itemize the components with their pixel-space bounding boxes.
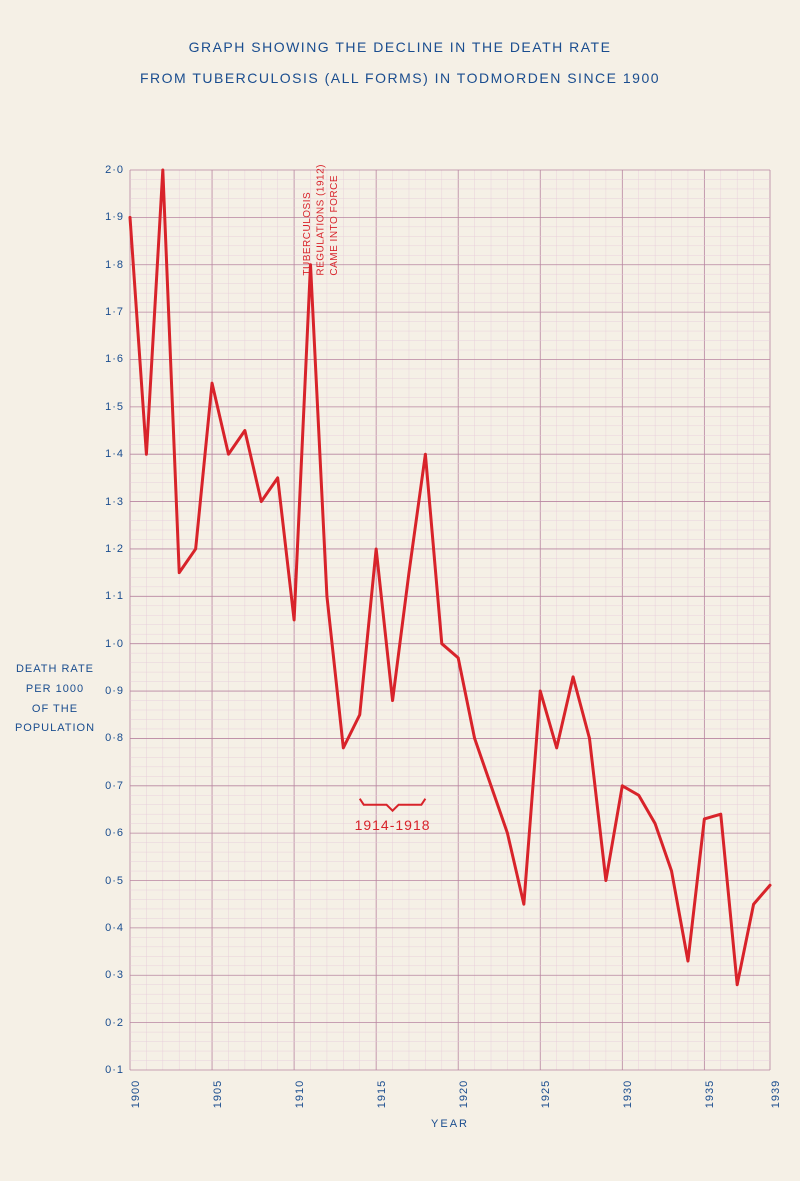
chart-title: GRAPH SHOWING THE DECLINE IN THE DEATH R…: [0, 0, 800, 94]
y-tick-label: 1·8: [105, 259, 130, 271]
plot-region: 2·01·91·81·71·61·51·41·31·21·11·00·90·80…: [130, 170, 770, 1070]
war-label: 1914-1918: [353, 817, 433, 833]
y-tick-label: 0·1: [105, 1064, 130, 1076]
y-tick-label: 0·8: [105, 732, 130, 744]
x-tick-label: 1915: [376, 1080, 388, 1108]
y-tick-label: 2·0: [105, 164, 130, 176]
y-tick-label: 1·7: [105, 306, 130, 318]
war-brace: [130, 170, 770, 1070]
y-tick-label: 0·9: [105, 685, 130, 697]
y-tick-label: 0·3: [105, 969, 130, 981]
y-tick-label: 1·4: [105, 448, 130, 460]
x-tick-label: 1925: [540, 1080, 552, 1108]
y-tick-label: 0·5: [105, 875, 130, 887]
y-tick-label: 0·4: [105, 922, 130, 934]
y-tick-label: 0·2: [105, 1017, 130, 1029]
y-tick-label: 1·9: [105, 211, 130, 223]
y-tick-label: 0·6: [105, 827, 130, 839]
x-tick-label: 1900: [130, 1080, 142, 1108]
y-axis-label: DEATH RATE PER 1000 OF THE POPULATION: [0, 660, 110, 739]
x-tick-label: 1930: [622, 1080, 634, 1108]
y-tick-label: 1·3: [105, 496, 130, 508]
title-line-1: GRAPH SHOWING THE DECLINE IN THE DEATH R…: [0, 32, 800, 63]
x-axis-label: YEAR: [431, 1118, 469, 1130]
title-line-2: FROM TUBERCULOSIS (ALL FORMS) IN TODMORD…: [0, 63, 800, 94]
y-tick-label: 1·5: [105, 401, 130, 413]
y-tick-label: 1·2: [105, 543, 130, 555]
x-tick-label: 1910: [294, 1080, 306, 1108]
y-tick-label: 1·1: [105, 590, 130, 602]
x-tick-label: 1939: [770, 1080, 782, 1108]
chart-area: DEATH RATE PER 1000 OF THE POPULATION 2·…: [0, 170, 800, 1110]
x-tick-label: 1935: [704, 1080, 716, 1108]
y-tick-label: 1·6: [105, 353, 130, 365]
y-tick-label: 0·7: [105, 780, 130, 792]
x-tick-label: 1920: [458, 1080, 470, 1108]
y-tick-label: 1·0: [105, 638, 130, 650]
x-tick-label: 1905: [212, 1080, 224, 1108]
